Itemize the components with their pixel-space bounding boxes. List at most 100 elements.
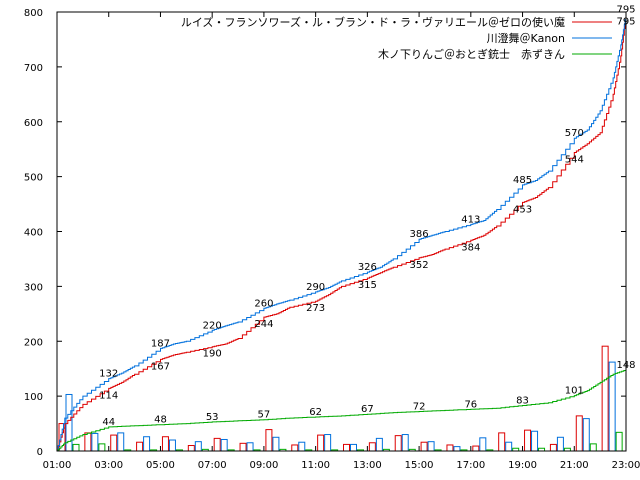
bar-blue bbox=[272, 436, 280, 452]
data-label-series-2: 72 bbox=[413, 401, 426, 412]
data-label-series-0: 114 bbox=[99, 390, 118, 401]
x-tick-label: 23:00 bbox=[612, 460, 640, 471]
bar-blue bbox=[298, 441, 306, 452]
y-tick-label: 100 bbox=[24, 392, 43, 403]
y-tick-label: 200 bbox=[24, 337, 43, 348]
bar-blue bbox=[505, 441, 513, 452]
data-label-series-2: 57 bbox=[258, 410, 271, 421]
bar-red bbox=[84, 432, 92, 452]
x-tick-label: 01:00 bbox=[43, 460, 72, 471]
data-label-series-1: 220 bbox=[203, 320, 222, 331]
bar-blue bbox=[531, 430, 539, 452]
data-label-series-2: 76 bbox=[464, 399, 477, 410]
data-label-series-0: 190 bbox=[203, 349, 222, 360]
bar-blue bbox=[143, 436, 151, 452]
data-label-series-1: 386 bbox=[410, 229, 429, 240]
x-tick-label: 09:00 bbox=[249, 460, 278, 471]
data-label-series-0: 244 bbox=[254, 319, 273, 330]
plot-frame bbox=[56, 11, 627, 452]
y-tick-label: 300 bbox=[24, 282, 43, 293]
bar-blue bbox=[117, 432, 125, 452]
x-tick-label: 07:00 bbox=[198, 460, 227, 471]
legend-label-1: 川澄舞＠Kanon bbox=[487, 31, 565, 45]
x-tick-label: 05:00 bbox=[146, 460, 175, 471]
bar-red bbox=[524, 429, 532, 452]
data-label-series-2: 48 bbox=[154, 415, 167, 426]
data-label-series-1: 260 bbox=[254, 298, 273, 309]
legend: ルイズ・フランソワーズ・ル・ブラン・ド・ラ・ヴァリエール＠ゼロの使い魔川澄舞＠K… bbox=[181, 15, 612, 61]
legend-label-0: ルイズ・フランソワーズ・ル・ブラン・ド・ラ・ヴァリエール＠ゼロの使い魔 bbox=[181, 15, 565, 29]
data-label-series-2: 44 bbox=[102, 417, 115, 428]
bar-blue bbox=[220, 438, 228, 452]
x-tick-label: 15:00 bbox=[405, 460, 434, 471]
bar-red bbox=[368, 442, 376, 452]
data-label-series-0: 167 bbox=[151, 361, 170, 372]
y-tick-label: 500 bbox=[24, 173, 43, 184]
data-label-series-2: 101 bbox=[565, 386, 584, 397]
data-label-series-0: 273 bbox=[306, 303, 325, 314]
bar-green bbox=[98, 443, 106, 452]
data-label-series-2: 67 bbox=[361, 404, 374, 415]
data-label-series-1: 795 bbox=[616, 5, 635, 16]
data-label-series-2: 83 bbox=[516, 395, 529, 406]
x-tick-label: 21:00 bbox=[560, 460, 589, 471]
data-label-series-1: 413 bbox=[461, 214, 480, 225]
bar-red bbox=[446, 444, 454, 452]
x-tick-label: 13:00 bbox=[353, 460, 382, 471]
data-label-series-1: 326 bbox=[358, 262, 377, 273]
bar-green bbox=[615, 431, 623, 452]
bar-blue bbox=[375, 437, 383, 452]
data-label-series-0: 544 bbox=[565, 154, 584, 165]
bar-red bbox=[343, 443, 350, 452]
bar-blue bbox=[168, 439, 176, 452]
data-label-series-2: 62 bbox=[309, 407, 322, 418]
series-line-1 bbox=[57, 14, 627, 452]
legend-label-2: 木ノ下りんご＠おとぎ銃士 赤ずきん bbox=[378, 47, 565, 61]
x-tick-label: 11:00 bbox=[301, 460, 330, 471]
bar-red bbox=[291, 444, 299, 452]
data-label-series-1: 485 bbox=[513, 175, 532, 186]
bar-red bbox=[317, 434, 325, 452]
x-tick-label: 19:00 bbox=[508, 460, 537, 471]
y-tick-label: 600 bbox=[24, 118, 43, 129]
y-tick-label: 800 bbox=[24, 8, 43, 19]
bar-green bbox=[72, 443, 80, 452]
bar-red bbox=[549, 443, 557, 452]
data-label-series-1: 290 bbox=[306, 282, 325, 293]
y-tick-label: 400 bbox=[24, 228, 43, 239]
bar-blue bbox=[91, 432, 99, 452]
bar-red bbox=[575, 415, 583, 452]
bar-red bbox=[161, 436, 169, 452]
bar-blue bbox=[401, 434, 409, 452]
bar-red bbox=[239, 442, 247, 452]
bar-blue bbox=[556, 436, 564, 452]
bar-red bbox=[110, 434, 118, 452]
x-tick-label: 17:00 bbox=[456, 460, 485, 471]
lines-layer bbox=[57, 14, 627, 452]
bar-blue bbox=[350, 443, 357, 452]
bar-red bbox=[136, 441, 144, 452]
bar-red bbox=[420, 441, 428, 452]
bar-blue bbox=[582, 418, 590, 452]
bar-green bbox=[589, 443, 597, 452]
axes-layer: 0 100 200 300 400 500 600 700 800 01:00 03:00 05:00… bbox=[24, 8, 640, 471]
bar-blue bbox=[246, 442, 254, 452]
data-label-series-0: 453 bbox=[513, 204, 532, 215]
bar-blue bbox=[479, 437, 487, 452]
data-label-series-1: 187 bbox=[151, 338, 170, 349]
bar-red bbox=[213, 437, 221, 452]
bar-red bbox=[498, 432, 506, 452]
bar-red bbox=[601, 345, 609, 452]
labels-layer: 114 167 190 244 273 315 352 384 453 544 795 132 187 2… bbox=[99, 5, 635, 428]
bar-blue bbox=[324, 434, 332, 452]
y-tick-label: 0 bbox=[37, 447, 43, 458]
data-label-series-0: 352 bbox=[410, 260, 429, 271]
data-label-series-2: 53 bbox=[206, 412, 219, 423]
data-label-series-0: 384 bbox=[461, 242, 480, 253]
bar-red bbox=[394, 435, 402, 452]
bar-red bbox=[265, 429, 273, 452]
data-label-series-1: 570 bbox=[565, 128, 584, 139]
series-line-0 bbox=[57, 14, 627, 452]
bar-red bbox=[472, 445, 480, 452]
